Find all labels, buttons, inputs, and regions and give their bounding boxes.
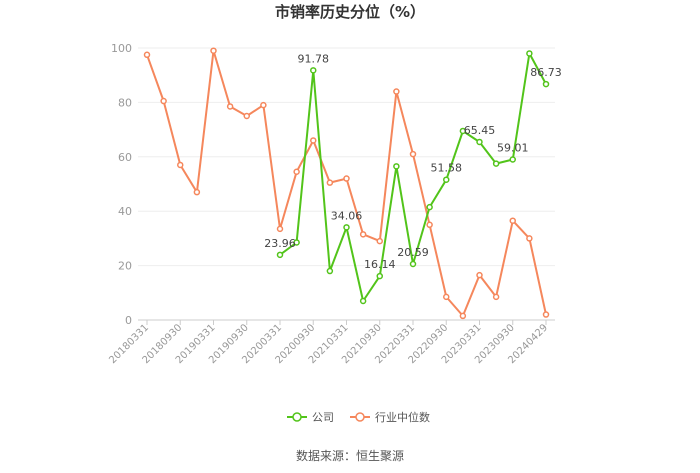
data-point [177, 161, 184, 169]
series-line [146, 49, 547, 317]
data-point [509, 156, 516, 163]
data-point [542, 311, 550, 318]
data-point [526, 235, 533, 242]
data-point [310, 137, 317, 144]
data-point [343, 175, 350, 182]
data-point [409, 260, 417, 268]
data-point [376, 237, 383, 245]
data-point [426, 221, 433, 229]
data-point [326, 179, 334, 186]
data-point [459, 312, 467, 320]
data-point [509, 217, 516, 224]
data-label: 91.78 [298, 52, 330, 65]
legend-item[interactable]: 行业中位数 [350, 410, 430, 424]
data-point [143, 51, 151, 59]
legend-swatch-marker [292, 412, 302, 422]
data-point [476, 271, 483, 279]
data-label: 20.59 [397, 246, 429, 259]
y-tick-label: 60 [118, 151, 132, 164]
legend-label: 行业中位数 [375, 410, 430, 424]
data-point [526, 50, 533, 57]
data-point [542, 80, 550, 88]
data-label: 86.73 [530, 66, 562, 79]
data-label: 34.06 [331, 209, 363, 222]
legend-item[interactable]: 公司 [287, 411, 334, 424]
data-point [443, 293, 450, 301]
legend[interactable]: 公司 行业中位数 [287, 410, 430, 424]
data-point [459, 127, 467, 135]
legend-swatch-marker [355, 412, 365, 422]
axes: 0204060801002018033120180930201903312019… [107, 42, 550, 366]
data-label: 51.58 [431, 162, 463, 175]
data-point [476, 138, 483, 146]
data-point [326, 267, 334, 275]
y-tick-label: 20 [118, 260, 132, 273]
data-point [293, 239, 300, 246]
data-point [226, 103, 234, 110]
data-point [276, 225, 284, 233]
data-point [276, 251, 284, 259]
data-point [343, 224, 350, 231]
grid [138, 47, 555, 321]
data-label: 65.45 [464, 124, 496, 137]
data-point [359, 297, 367, 305]
data-label: 16.14 [364, 258, 396, 271]
data-point [443, 176, 450, 183]
data-label: 23.96 [264, 237, 296, 250]
data-point [260, 101, 267, 109]
y-tick-label: 80 [118, 96, 132, 109]
data-point [210, 47, 217, 54]
data-point [160, 97, 167, 105]
y-tick-label: 100 [111, 42, 132, 55]
source-note: 数据来源：恒生聚源 [296, 448, 404, 463]
data-point [193, 188, 201, 196]
data-point [293, 168, 300, 176]
data-point [492, 293, 500, 301]
data-point [492, 160, 500, 167]
data-point [426, 203, 433, 211]
chart-title: 市销率历史分位（%） [275, 3, 425, 21]
data-point [376, 272, 383, 280]
y-tick-label: 0 [125, 314, 132, 327]
data-point [243, 112, 250, 120]
y-tick-label: 40 [118, 205, 132, 218]
data-point [359, 231, 367, 238]
data-point [409, 150, 417, 158]
data-point [310, 67, 317, 74]
data-point [393, 88, 400, 95]
legend-label: 公司 [312, 411, 334, 424]
data-label: 59.01 [497, 141, 529, 154]
data-point [393, 163, 400, 170]
series-layer [143, 47, 550, 320]
